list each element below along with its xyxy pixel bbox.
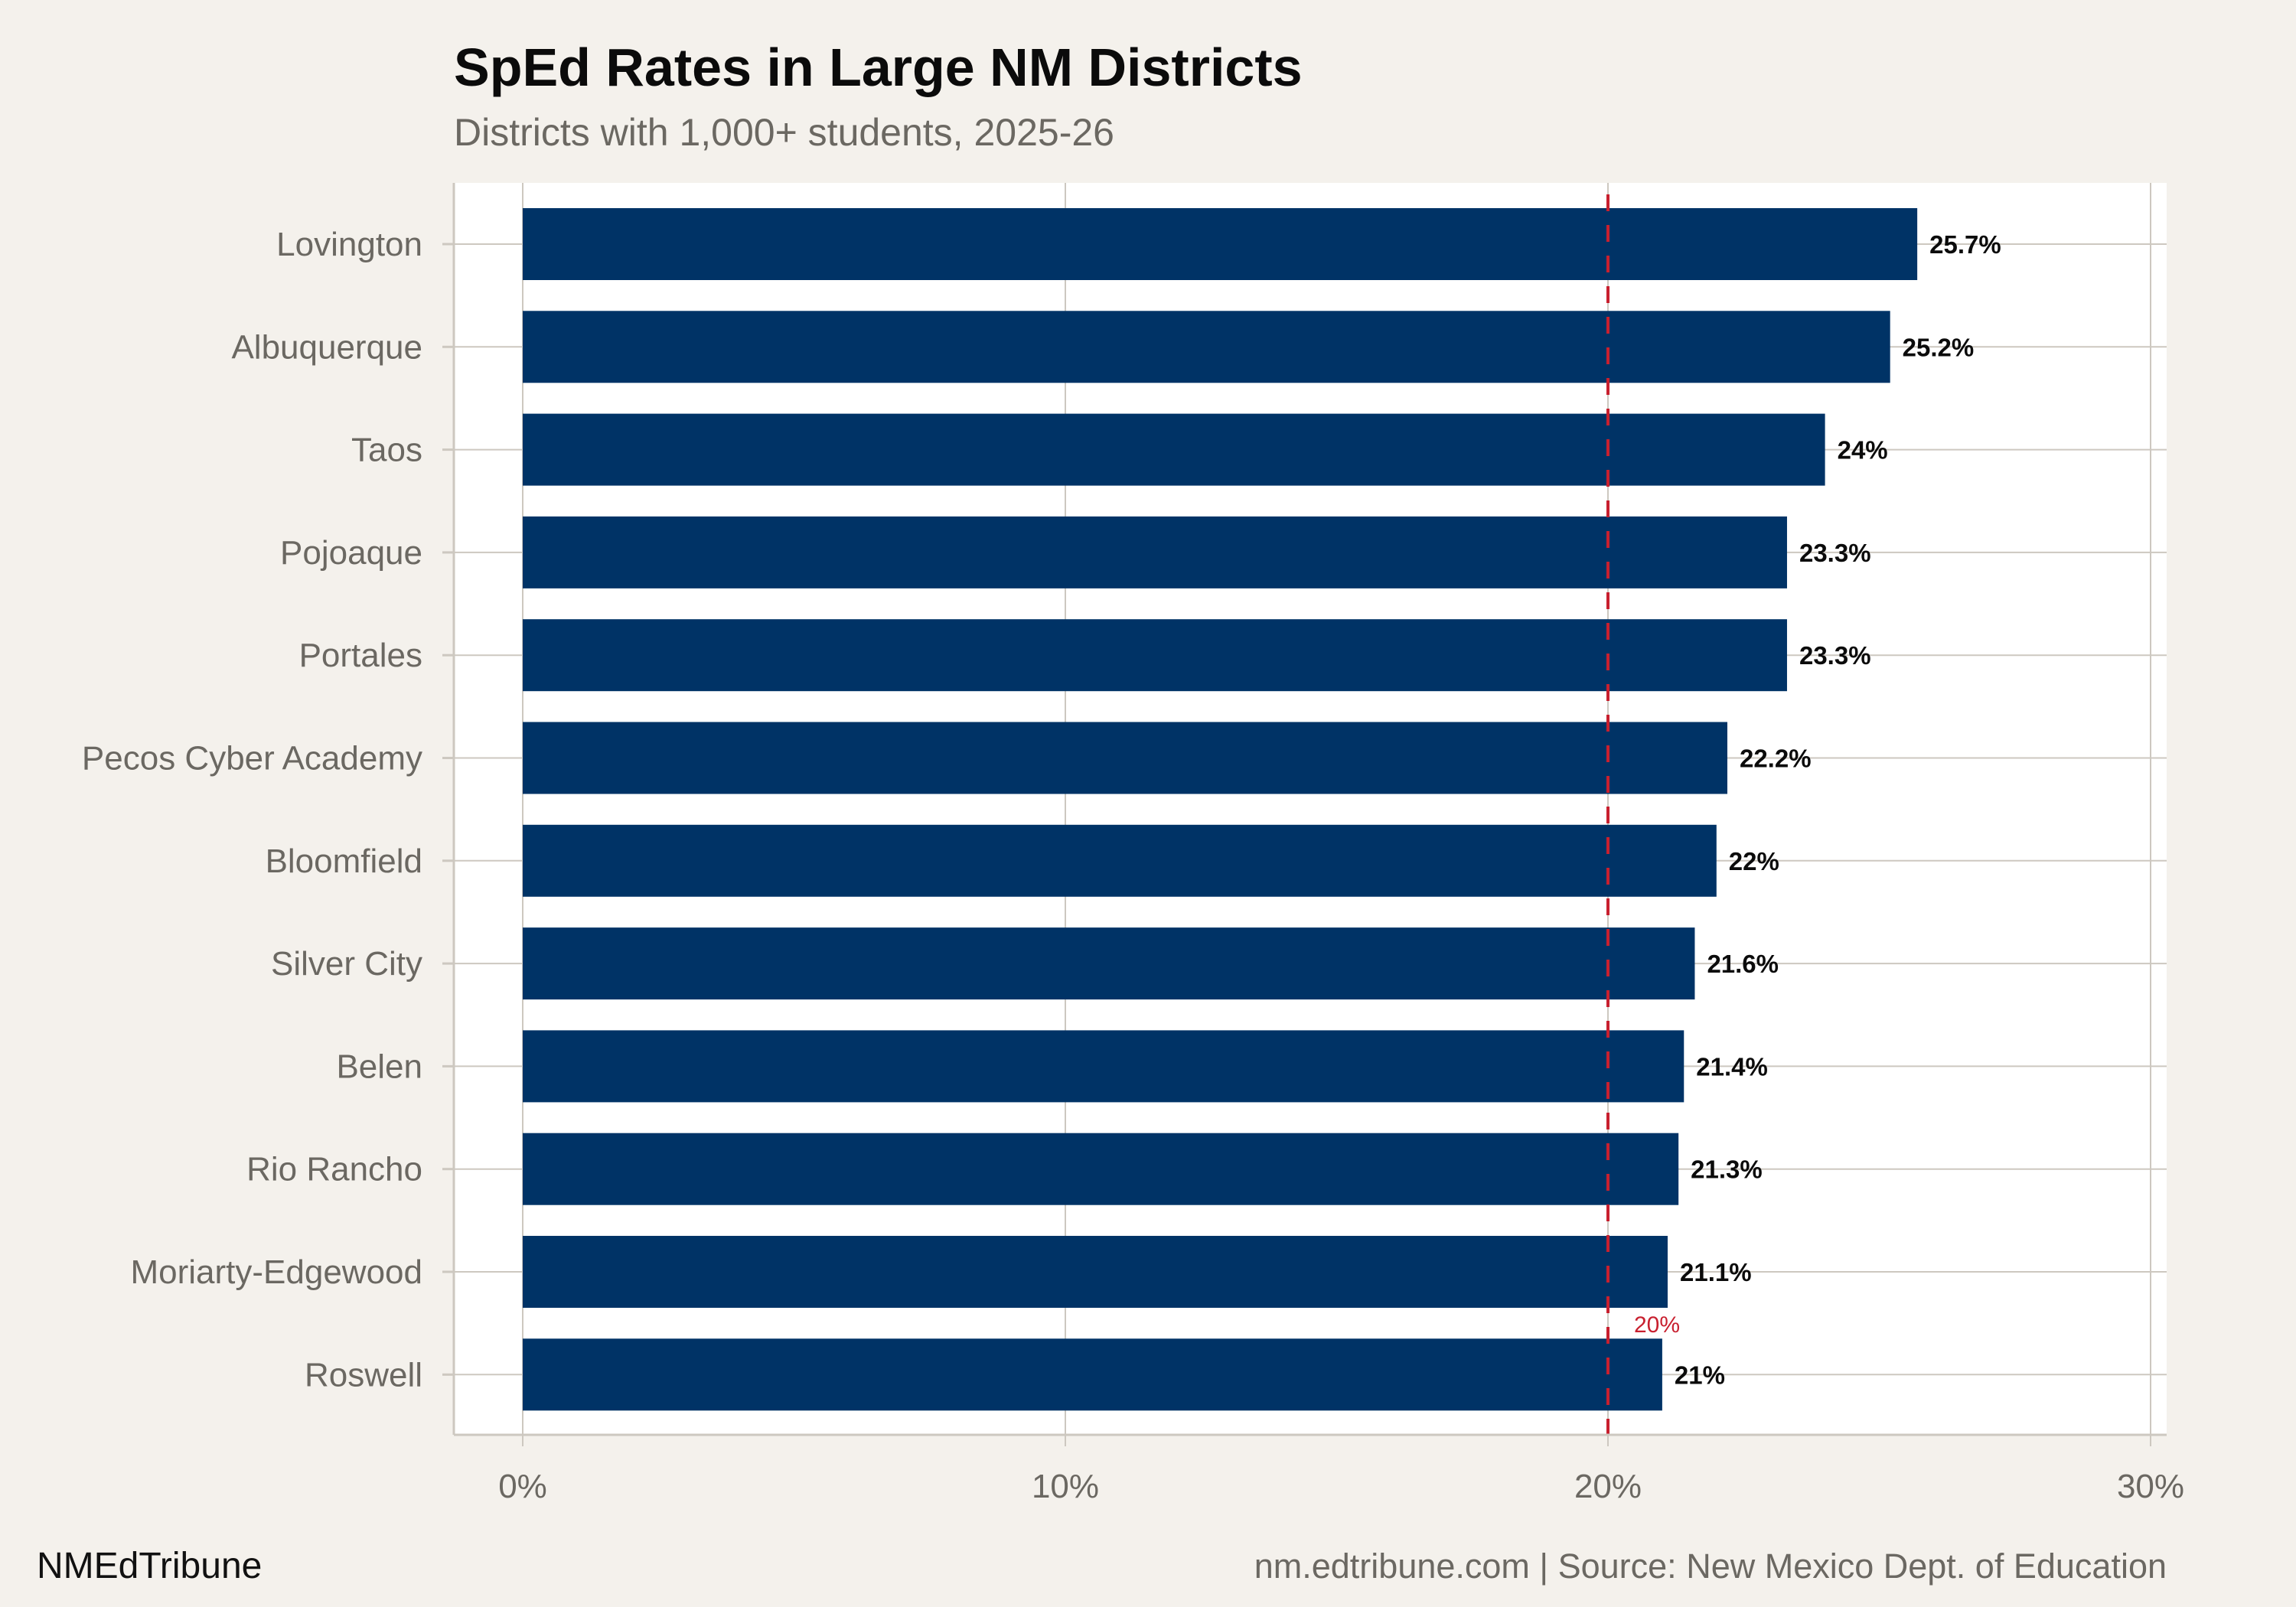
value-label: 22.2% [1740, 745, 1812, 773]
plot-panel [454, 183, 2167, 1435]
value-label: 21% [1675, 1361, 1725, 1389]
bar [523, 619, 1787, 692]
category-label: Belen [336, 1048, 422, 1085]
chart-subtitle: Districts with 1,000+ students, 2025-26 [454, 111, 1114, 154]
x-tick-label: 20% [1574, 1468, 1642, 1505]
bar [523, 722, 1727, 794]
bar [523, 516, 1787, 588]
category-label: Taos [351, 432, 422, 469]
value-label: 22% [1729, 847, 1779, 875]
bar [523, 1030, 1684, 1103]
brand-logo-text: NMEdTribune [37, 1546, 262, 1586]
value-label: 25.2% [1903, 333, 1975, 361]
x-tick-label: 0% [498, 1468, 547, 1505]
bar [523, 1133, 1679, 1205]
category-label: Roswell [305, 1356, 422, 1393]
category-label: Albuquerque [231, 328, 422, 366]
bar [523, 311, 1890, 383]
bar [523, 1236, 1668, 1308]
bars [523, 208, 1918, 1411]
chart-title: SpEd Rates in Large NM Districts [454, 37, 1303, 97]
x-tick-label: 30% [2117, 1468, 2184, 1505]
value-label: 24% [1838, 436, 1888, 464]
labels: 0% 10% 20% 30% Lovington 25.7% Albuquerque 25.2… [82, 226, 2184, 1505]
value-label: 21.4% [1696, 1052, 1768, 1081]
bar [523, 824, 1717, 897]
bar [523, 208, 1918, 280]
value-label: 21.1% [1680, 1258, 1752, 1286]
category-label: Portales [299, 637, 422, 674]
x-tick-label: 10% [1032, 1468, 1099, 1505]
category-label: Pecos Cyber Academy [82, 740, 422, 777]
reference-line-group: 20% [1606, 194, 1680, 1435]
bar [523, 1338, 1662, 1411]
value-label: 23.3% [1799, 539, 1871, 567]
value-label: 21.3% [1691, 1156, 1763, 1184]
value-label: 23.3% [1799, 641, 1871, 670]
source-caption: nm.edtribune.com | Source: New Mexico De… [1254, 1547, 2167, 1586]
category-label: Silver City [271, 945, 422, 983]
category-label: Pojoaque [280, 534, 422, 572]
category-label: Lovington [276, 226, 422, 263]
reference-line-label: 20% [1634, 1312, 1680, 1338]
category-label: Rio Rancho [246, 1151, 422, 1188]
category-label: Bloomfield [266, 843, 422, 880]
value-label: 21.6% [1707, 950, 1779, 978]
bar [523, 927, 1695, 1000]
category-label: Moriarty-Edgewood [131, 1253, 423, 1291]
bar [523, 413, 1825, 486]
value-label: 25.7% [1929, 230, 2001, 259]
